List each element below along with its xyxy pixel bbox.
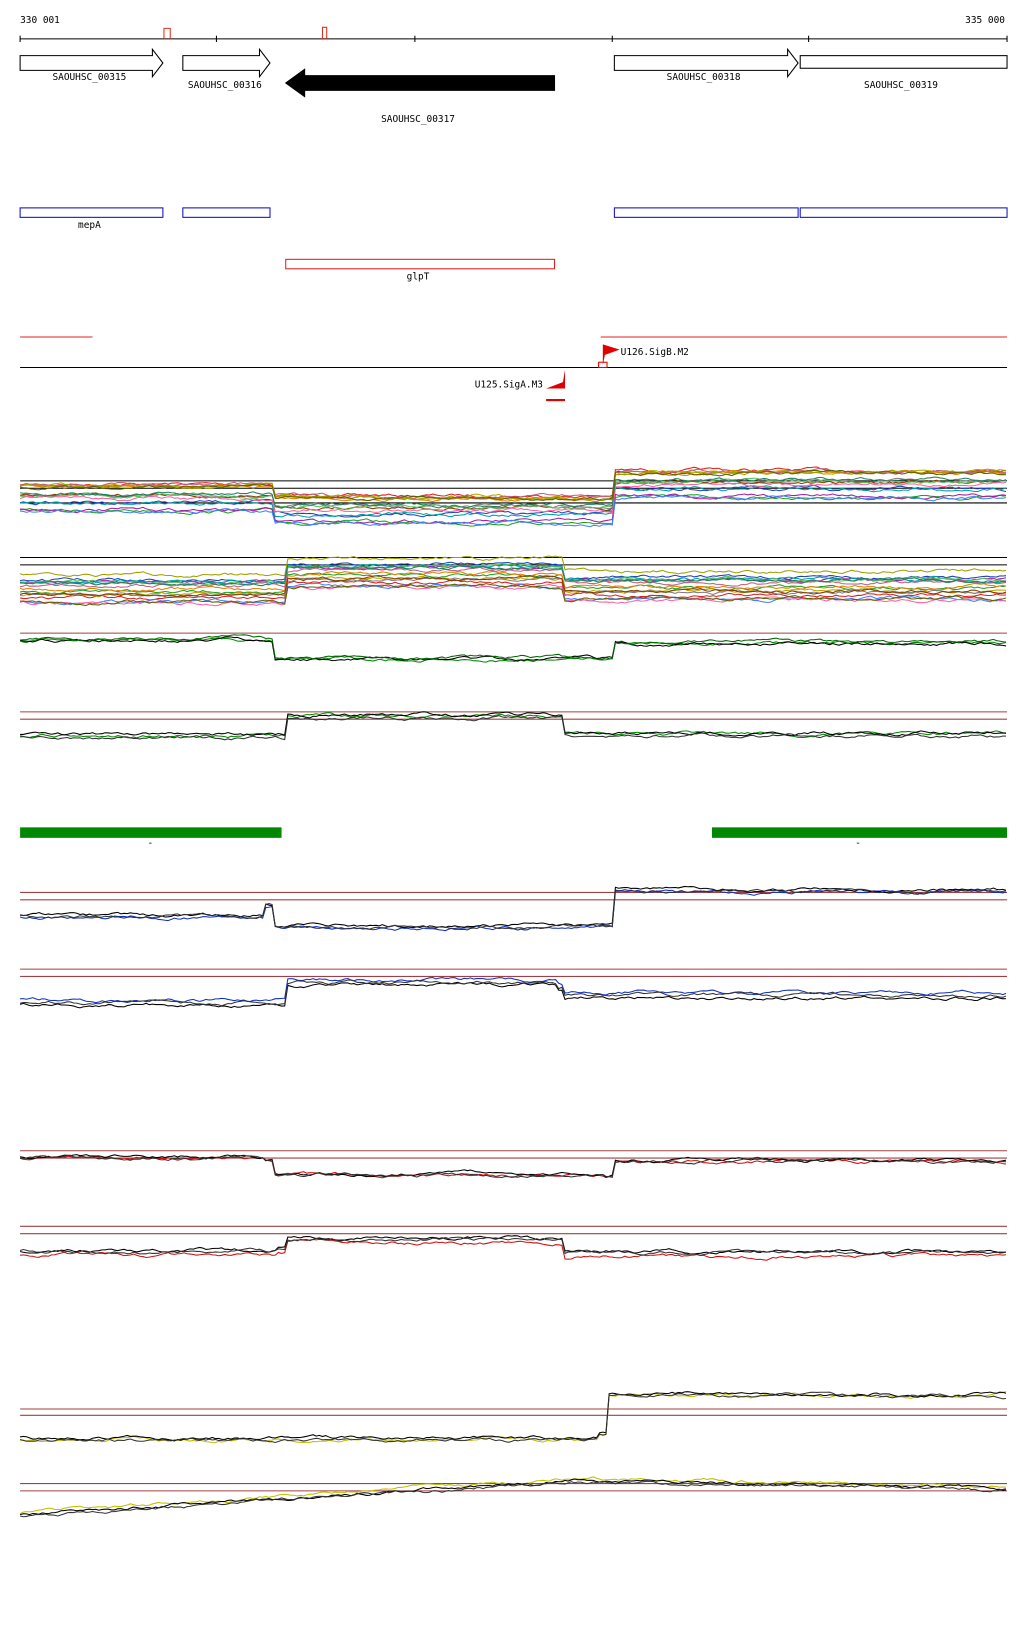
expression-trace (19, 1154, 1007, 1179)
ruler-marker (163, 26, 328, 39)
expression-trace (20, 476, 1007, 509)
expression-trace (19, 712, 1007, 739)
expression-trace (20, 469, 1007, 503)
expression-trace (19, 481, 1007, 514)
expression-trace (20, 715, 1007, 741)
feature-box (285, 258, 556, 270)
ruler-end: 335 000 (965, 15, 1005, 26)
gene-label: SAOUHSC_00316 (188, 80, 262, 91)
expression-trace (19, 1480, 1007, 1518)
expression-trace (19, 575, 1007, 598)
expression-trace (19, 469, 1007, 502)
gene-label: SAOUHSC_00315 (52, 72, 126, 83)
feature-boxes (19, 207, 1008, 218)
expression-trace (20, 1391, 1007, 1442)
expression-trace (20, 579, 1007, 601)
gene-arrows (19, 47, 1008, 98)
expression-trace (20, 583, 1007, 607)
gene-label: SAOUHSC_00319 (864, 80, 938, 91)
expression-trace (20, 477, 1007, 511)
expression-trace (19, 484, 1007, 518)
promoter-label: U125.SigA.M3 (475, 379, 543, 390)
expression-trace (19, 564, 1007, 587)
expression-trace (19, 468, 1007, 503)
expression-trace (19, 981, 1007, 1009)
expression-trace (19, 494, 1007, 527)
ruler-start: 330 001 (20, 15, 60, 26)
expression-trace (19, 570, 1007, 593)
expression-trace (19, 1235, 1007, 1255)
region-label: - (855, 838, 861, 849)
expression-trace (20, 495, 1007, 528)
expression-trace (20, 1391, 1007, 1444)
expression-trace (20, 888, 1007, 931)
expression-trace (20, 575, 1007, 598)
region-bar (712, 827, 1008, 838)
expression-trace (19, 1478, 1007, 1516)
expression-trace (20, 976, 1007, 1004)
expression-trace (20, 563, 1007, 586)
region-label: - (147, 838, 153, 849)
expression-trace (19, 577, 1007, 598)
expression-trace (20, 486, 1007, 518)
feature-label: mepA (78, 220, 101, 231)
expression-trace (20, 711, 1007, 737)
promoter-label: U126.SigB.M2 (621, 347, 689, 358)
expression-trace (20, 634, 1007, 661)
expression-trace (19, 583, 1006, 607)
expression-trace (19, 636, 1007, 662)
expression-trace (20, 566, 1007, 589)
ruler (19, 35, 1008, 42)
expression-trace (19, 1236, 1007, 1256)
region-bar (20, 827, 282, 838)
feature-label: glpT (407, 271, 430, 282)
expression-trace (20, 1238, 1007, 1261)
expression-trace (19, 1391, 1007, 1444)
expression-trace (19, 555, 1007, 578)
gene-label: SAOUHSC_00318 (667, 72, 741, 83)
expression-tracks (19, 466, 1008, 1518)
expression-trace (20, 979, 1007, 1007)
gene-label: SAOUHSC_00317 (381, 114, 455, 125)
promoter-track (20, 336, 1008, 402)
